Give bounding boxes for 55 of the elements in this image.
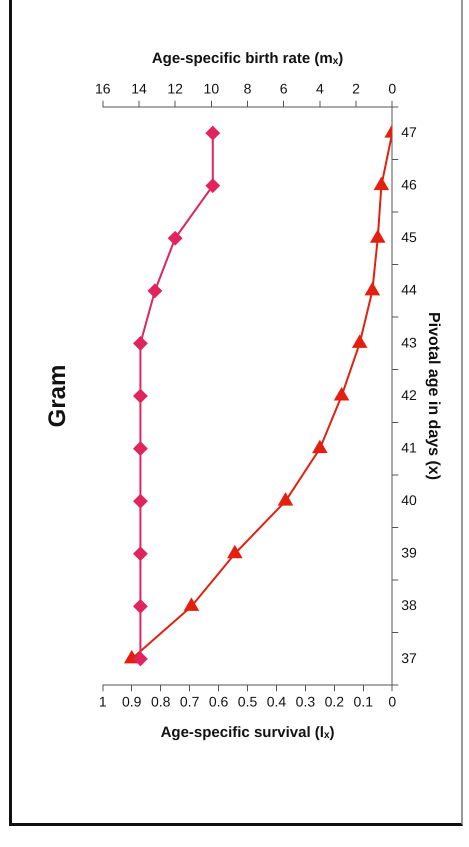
y-tick-label: 44 [401, 282, 418, 298]
y-tick-label: 37 [401, 650, 418, 666]
x-tick-label: 0.7 [180, 693, 200, 710]
point [133, 652, 148, 666]
x-tick-label: 0.4 [266, 693, 286, 710]
x-tick-label: 0.9 [122, 693, 142, 710]
y-axis-title: Pivotal age in days (x) [424, 312, 442, 480]
point [278, 493, 293, 506]
x2-tick-label: 8 [244, 80, 252, 96]
y-tick-label: 39 [401, 544, 418, 561]
x2-tick-label: 10 [204, 80, 220, 96]
x2-axis-title: Age-specific birth rate (mₓ) [152, 50, 344, 68]
x-axis-title: Age-specific survival (lₓ) [160, 724, 334, 742]
y-tick-label: 46 [401, 176, 418, 193]
x2-tick-label: 16 [95, 80, 111, 96]
point [206, 126, 220, 140]
point [133, 494, 148, 508]
x2-tick-label: 6 [280, 80, 288, 96]
y-tick-label: 47 [401, 124, 418, 140]
y-tick-label: 38 [401, 597, 418, 614]
x-tick-label: 0.6 [208, 693, 229, 710]
text: Gram [44, 364, 72, 428]
point [334, 388, 349, 400]
x-tick-label: 0 [388, 693, 396, 710]
x2-tick-label: 14 [131, 80, 147, 96]
point [133, 389, 148, 403]
x-tick-label: 0.1 [354, 693, 374, 710]
point [148, 284, 162, 298]
point [352, 335, 367, 348]
y-tick-label: 40 [401, 492, 418, 508]
point [370, 230, 385, 243]
x-tick-label: 1 [98, 693, 107, 710]
point [133, 336, 148, 350]
point [312, 440, 327, 454]
x2-tick-label: 12 [167, 80, 184, 96]
point [168, 231, 182, 246]
x-tick-label: 0.2 [324, 693, 344, 710]
x2-tick-label: 0 [388, 80, 396, 96]
x-tick-label: 0.5 [238, 693, 258, 710]
point [374, 178, 388, 190]
y-tick-label: 43 [401, 334, 418, 350]
point [184, 598, 198, 611]
y-tick-label: 41 [401, 439, 418, 456]
y-tick-label: 42 [401, 386, 418, 403]
x-tick-label: 0.8 [150, 693, 171, 710]
x2-tick-label: 4 [316, 80, 324, 96]
y-tick-label: 45 [401, 229, 418, 246]
x-tick-label: 0.3 [296, 693, 316, 710]
x2-tick-label: 2 [352, 80, 360, 96]
point [228, 546, 242, 558]
point [133, 442, 148, 456]
point [133, 599, 148, 614]
point [206, 178, 220, 193]
point [133, 546, 148, 561]
point [365, 282, 380, 296]
